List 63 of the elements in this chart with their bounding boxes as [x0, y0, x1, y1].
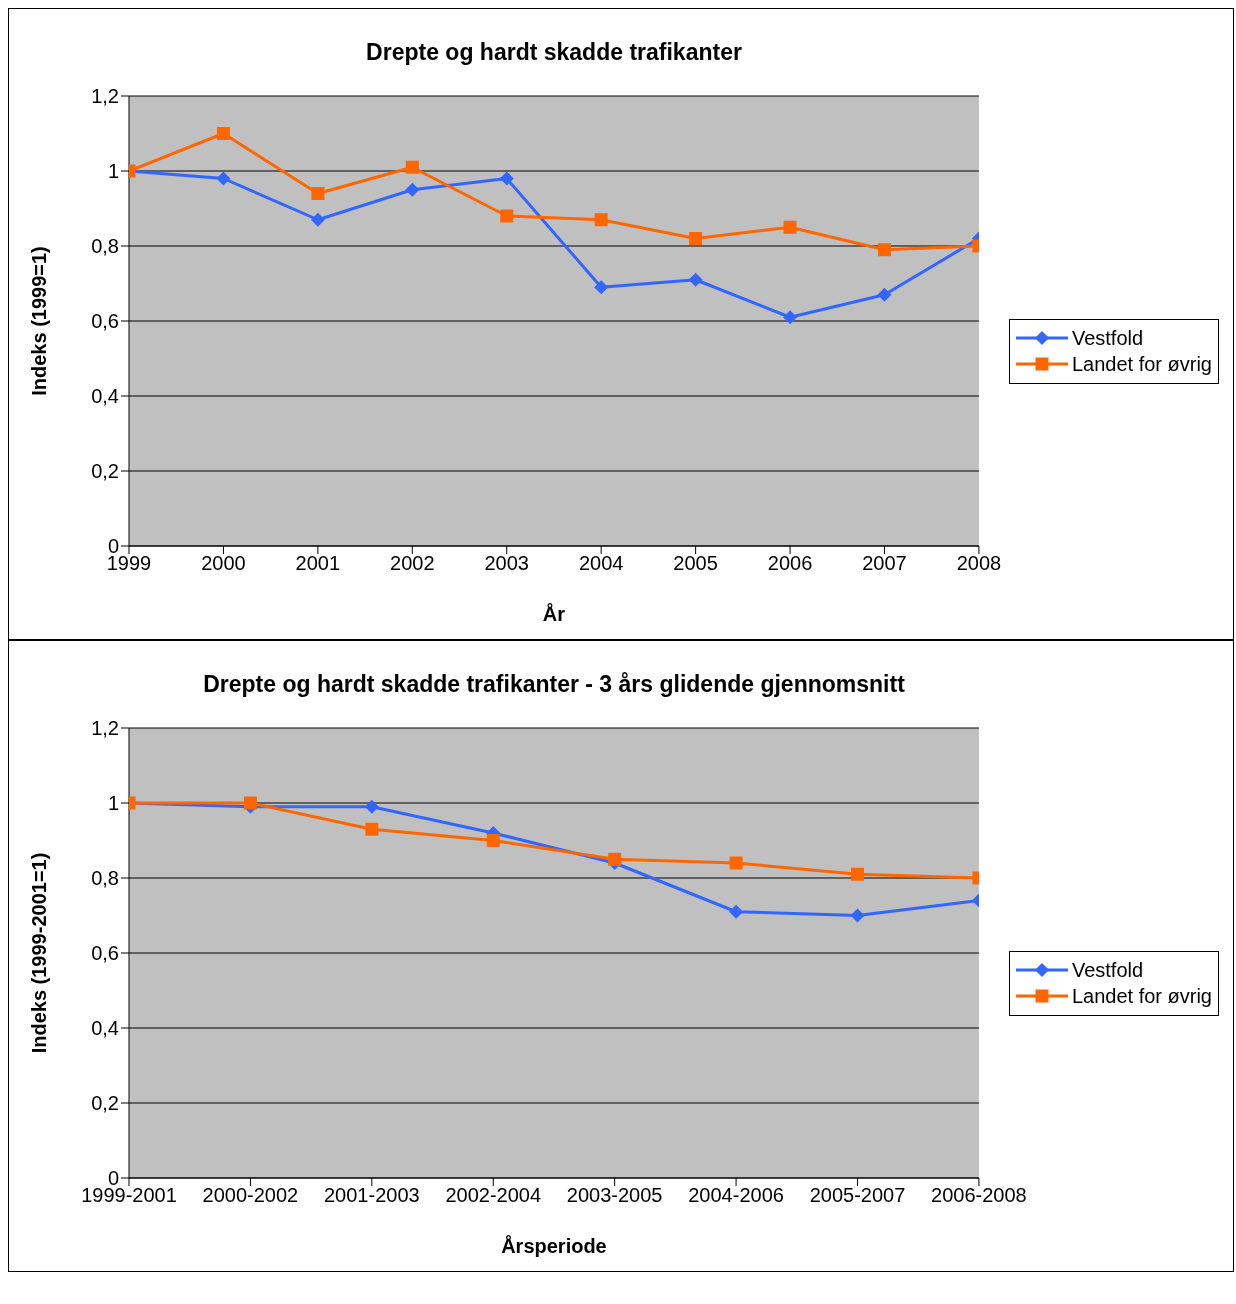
point	[486, 834, 500, 847]
point	[783, 310, 798, 325]
x-axis-title: Årsperiode	[501, 1234, 607, 1257]
point	[689, 232, 703, 245]
y-tick-label: 0,6	[91, 310, 119, 332]
chart-title: Drepte og hardt skadde trafikanter	[365, 39, 743, 66]
point	[877, 287, 892, 302]
y-tick-label: 1,2	[91, 85, 119, 107]
point	[851, 867, 864, 881]
point	[729, 856, 743, 870]
point	[216, 171, 231, 186]
y-tick-label: 0,4	[91, 385, 119, 407]
y-tick-label: 0,6	[91, 942, 119, 964]
point	[405, 182, 420, 197]
y-tick-label: 1	[107, 160, 119, 182]
point	[216, 127, 230, 140]
y-tick-label: 0,2	[91, 460, 119, 482]
x-tick-label: 2003-2005	[566, 1184, 663, 1207]
y-axis-title: Indeks (1999-2001=1)	[28, 852, 51, 1054]
y-tick-label: 0,4	[91, 1017, 119, 1039]
point	[365, 822, 379, 836]
x-tick-label: 2004-2006	[688, 1184, 784, 1207]
y-tick-label: 0,8	[91, 235, 119, 257]
point	[500, 209, 514, 223]
x-tick-label: 2000-2002	[202, 1184, 299, 1207]
point	[594, 280, 609, 295]
x-tick-label: 2007	[862, 552, 907, 575]
point	[405, 160, 419, 174]
x-tick-label: 2001	[295, 552, 341, 575]
legend-label: Landet for øvrig	[1071, 352, 1212, 376]
point	[499, 171, 514, 186]
x-tick-label: 2006	[767, 552, 813, 575]
point	[688, 272, 703, 287]
point	[877, 243, 891, 257]
x-tick-label: 2001-2003	[324, 1184, 420, 1207]
chart-title: Drepte og hardt skadde trafikanter - 3 års glidende gjennomsnitt	[202, 671, 906, 698]
x-tick-label: 2008	[956, 552, 1002, 575]
x-tick-label: 2000	[201, 552, 246, 575]
legend-label: Vestfold	[1071, 326, 1144, 350]
y-axis-title: Indeks (1999=1)	[28, 246, 51, 396]
x-tick-label: 2005-2007	[809, 1184, 906, 1207]
x-tick-label: 2005	[673, 552, 718, 575]
point	[311, 187, 325, 200]
x-axis-title: År	[542, 602, 566, 625]
point	[310, 212, 325, 227]
y-tick-label: 1	[107, 792, 119, 814]
point	[364, 799, 379, 814]
legend-label: Vestfold	[1071, 958, 1144, 982]
x-tick-label: 2002-2004	[445, 1184, 542, 1207]
x-tick-label: 2002	[390, 552, 435, 575]
y-tick-label: 0,8	[91, 867, 119, 889]
point	[729, 904, 744, 919]
x-tick-label: 2003	[484, 552, 529, 575]
point	[594, 213, 608, 227]
point	[608, 852, 622, 866]
point	[243, 796, 257, 810]
x-tick-label: 2006-2008	[931, 1184, 1027, 1207]
x-tick-label: 2004	[578, 552, 624, 575]
legend-label: Landet for øvrig	[1071, 984, 1212, 1008]
point	[783, 220, 797, 234]
y-tick-label: 1,2	[91, 717, 119, 739]
y-tick-label: 0,2	[91, 1092, 119, 1114]
point	[850, 908, 865, 923]
